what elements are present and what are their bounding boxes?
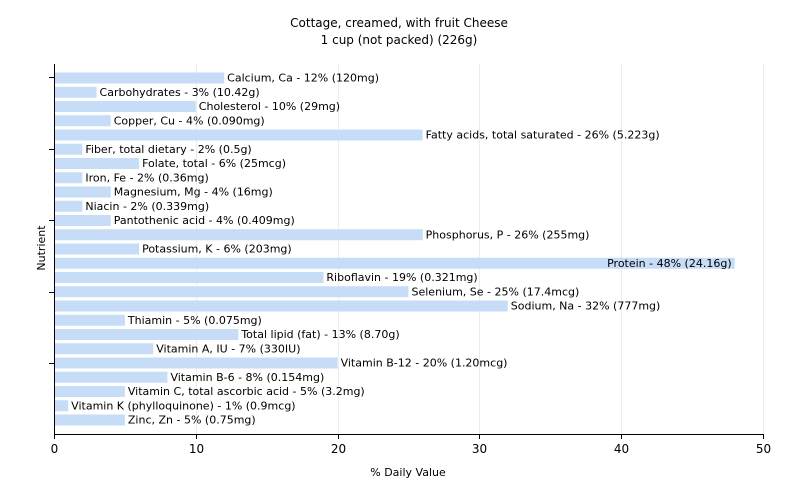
bars: Calcium, Ca - 12% (120mg)Carbohydrates -… <box>55 72 735 427</box>
bar <box>55 72 225 84</box>
x-axis-title: % Daily Value <box>370 466 446 479</box>
bar-label: Vitamin A, IU - 7% (330IU) <box>156 342 300 355</box>
bar-label: Fatty acids, total saturated - 26% (5.22… <box>426 129 660 142</box>
x-tick-label: 20 <box>331 442 346 456</box>
bar-label: Iron, Fe - 2% (0.36mg) <box>85 171 208 184</box>
x-ticks: 0 10 20 30 40 50 <box>51 434 771 456</box>
bar <box>55 186 111 198</box>
bar <box>55 329 239 340</box>
bar-label: Vitamin K (phylloquinone) - 1% (0.9mcg) <box>71 399 295 412</box>
bar-label: Cholesterol - 10% (29mg) <box>199 100 340 113</box>
bar <box>55 229 423 241</box>
bar-label: Zinc, Zn - 5% (0.75mg) <box>128 414 256 427</box>
bar <box>55 86 97 98</box>
bar-label: Potassium, K - 6% (203mg) <box>142 243 292 256</box>
bar-label: Pantothenic acid - 4% (0.409mg) <box>114 214 295 227</box>
x-tick-label: 50 <box>756 442 771 456</box>
bar <box>55 215 111 226</box>
bar <box>55 129 423 141</box>
bar-label: Protein - 48% (24.16g) <box>607 257 732 270</box>
bar-label: Phosphorus, P - 26% (255mg) <box>426 228 590 241</box>
bar-label: Vitamin C, total ascorbic acid - 5% (3.2… <box>128 385 365 398</box>
bar <box>55 272 324 283</box>
bar-label: Fiber, total dietary - 2% (0.5g) <box>85 143 251 156</box>
bar <box>55 314 125 326</box>
bar <box>55 115 111 127</box>
bar <box>55 300 508 312</box>
bar <box>55 371 168 383</box>
x-tick-label: 30 <box>472 442 487 456</box>
bar-label: Magnesium, Mg - 4% (16mg) <box>114 186 273 199</box>
gridlines <box>196 64 764 434</box>
chart-title: Cottage, creamed, with fruit Cheese <box>290 16 508 30</box>
y-axis-title: Nutrient <box>35 225 48 271</box>
bar <box>55 243 140 255</box>
x-tick-label: 40 <box>614 442 629 456</box>
bar <box>55 357 338 369</box>
bar-label: Thiamin - 5% (0.075mg) <box>127 314 262 327</box>
bar-label: Folate, total - 6% (25mcg) <box>142 157 286 170</box>
bar-label: Total lipid (fat) - 13% (8.70g) <box>240 328 399 341</box>
bar <box>55 172 83 184</box>
bar <box>55 158 140 169</box>
bar-label: Niacin - 2% (0.339mg) <box>85 200 209 213</box>
bar <box>55 414 125 426</box>
bar <box>55 400 69 412</box>
x-tick-label: 10 <box>189 442 204 456</box>
y-ticks <box>49 77 54 364</box>
bar-label: Riboflavin - 19% (0.321mg) <box>326 271 477 284</box>
axes <box>54 64 763 435</box>
bar <box>55 386 125 397</box>
bar-label: Vitamin B-6 - 8% (0.154mg) <box>170 371 324 384</box>
bar <box>55 286 409 298</box>
bar-label: Vitamin B-12 - 20% (1.20mcg) <box>341 357 508 370</box>
chart-subtitle: 1 cup (not packed) (226g) <box>321 33 478 47</box>
bar <box>55 200 83 212</box>
bar <box>55 343 154 355</box>
bar-label: Sodium, Na - 32% (777mg) <box>511 300 661 313</box>
bar-label: Copper, Cu - 4% (0.090mg) <box>114 114 265 127</box>
bar <box>55 257 735 269</box>
bar <box>55 101 196 112</box>
bar-label: Selenium, Se - 25% (17.4mcg) <box>412 285 580 298</box>
bar-label: Carbohydrates - 3% (10.42g) <box>100 86 260 99</box>
x-tick-label: 0 <box>51 442 59 456</box>
bar <box>55 143 83 155</box>
bar-label: Calcium, Ca - 12% (120mg) <box>227 72 379 85</box>
